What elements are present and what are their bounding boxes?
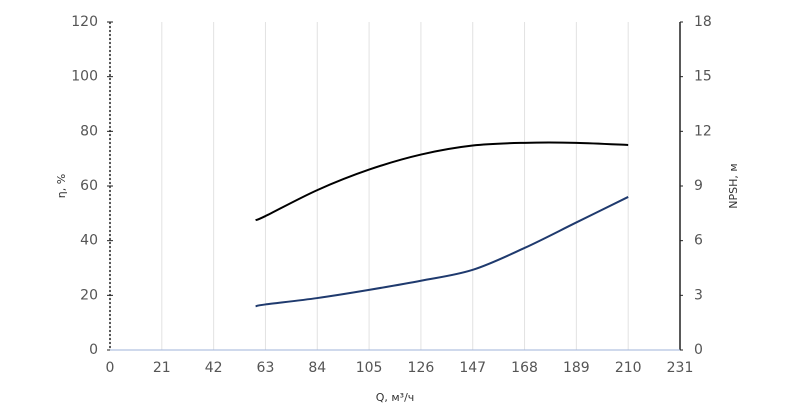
x-tick-label: 84 [308,360,326,376]
x-tick-label: 21 [153,360,171,376]
y2-tick-label: 3 [694,287,703,303]
y-tick-label: 100 [71,69,98,85]
x-tick-label: 63 [257,360,275,376]
y2-tick-label: 6 [694,233,703,249]
x-tick-label: 231 [667,360,694,376]
series-line [255,196,629,308]
y2-tick-label: 18 [694,14,712,30]
y2-axis-label: NPSH, м [727,163,740,208]
y-tick-label: 80 [80,123,98,139]
x-tick-label: 42 [205,360,223,376]
y2-tick-label: 15 [694,69,712,85]
x-tick-label: 126 [408,360,435,376]
x-tick-label: 210 [615,360,642,376]
x-tick-label: 189 [563,360,590,376]
y2-tick-label: 0 [694,342,703,358]
x-tick-label: 147 [459,360,486,376]
y-tick-label: 20 [80,287,98,303]
x-tick-label: 105 [356,360,383,376]
y-tick-label: 0 [89,342,98,358]
y-axis-label: η, % [55,174,68,198]
series-line [255,141,629,222]
y-tick-label: 60 [80,178,98,194]
y2-tick-label: 12 [694,123,712,139]
x-axis-label: Q, м³/ч [376,391,415,404]
y-tick-label: 120 [71,14,98,30]
y-tick-label: 40 [80,233,98,249]
x-tick-label: 168 [511,360,538,376]
y2-tick-label: 9 [694,178,703,194]
x-tick-label: 0 [106,360,115,376]
